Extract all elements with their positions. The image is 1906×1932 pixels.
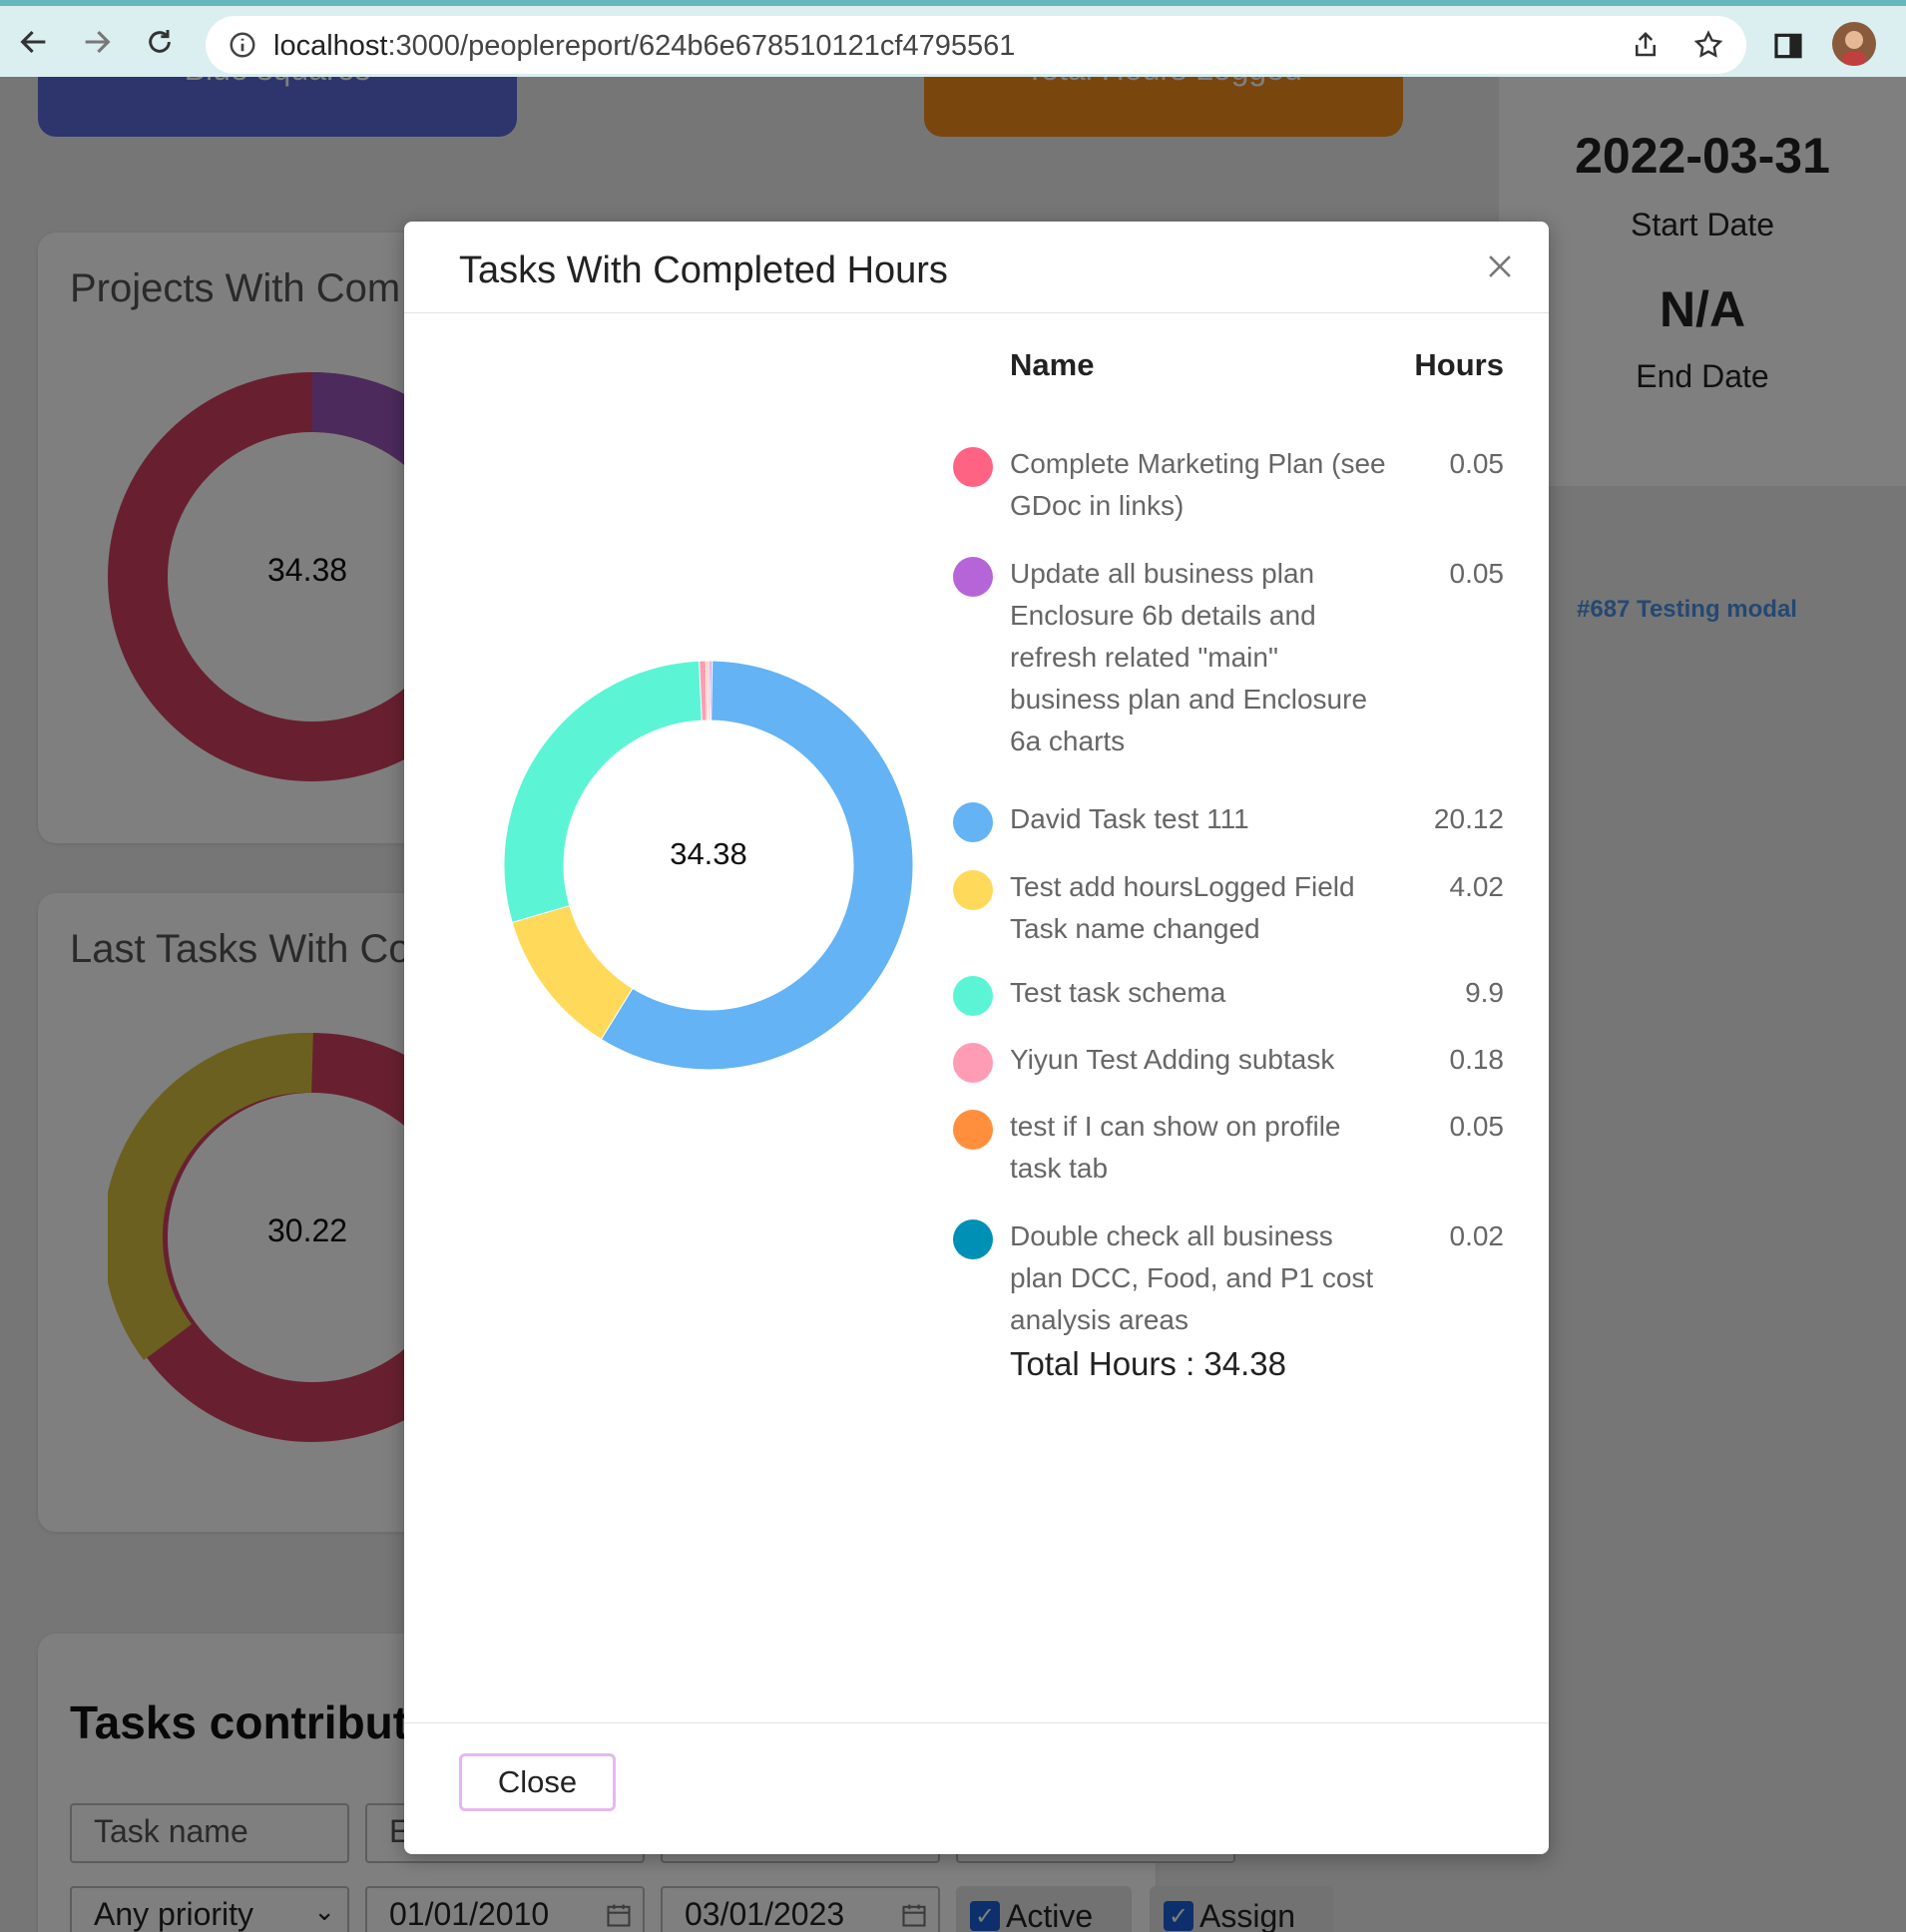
close-icon[interactable] [1483, 249, 1517, 283]
donut-slice-2[interactable] [600, 661, 913, 1070]
legend-task-hours: 0.05 [1449, 558, 1505, 589]
modal-header: Tasks With Completed Hours [404, 222, 1549, 313]
url-text: localhost:3000/peoplereport/624b6e678510… [273, 30, 1015, 63]
profile-avatar[interactable] [1832, 22, 1876, 66]
browser-toolbar: localhost:3000/peoplereport/624b6e678510… [0, 0, 1906, 77]
legend-color-dot [953, 976, 993, 1016]
address-bar[interactable]: localhost:3000/peoplereport/624b6e678510… [206, 16, 1746, 74]
legend-name-header: Name [1010, 347, 1095, 382]
reload-icon[interactable] [140, 22, 180, 62]
legend-task-name: Test task schema [1010, 977, 1226, 1008]
legend-color-dot [953, 1219, 993, 1259]
legend-color-dot [953, 870, 993, 910]
legend-color-dot [953, 447, 993, 487]
legend-task-hours: 9.9 [1465, 977, 1504, 1008]
legend-hours-header: Hours [1414, 347, 1504, 382]
donut-slice-4[interactable] [504, 661, 703, 923]
legend-task-name: David Task test 111 [1010, 803, 1249, 834]
url-host: localhost [273, 30, 388, 62]
site-info-icon[interactable] [228, 30, 257, 65]
close-button[interactable]: Close [459, 1753, 616, 1811]
legend-color-dot [953, 557, 993, 597]
modal-title: Tasks With Completed Hours [459, 249, 948, 291]
legend-task-name: test if I can show on profile task tab [1010, 1111, 1341, 1184]
legend-task-hours: 0.18 [1449, 1044, 1505, 1075]
tasks-hours-modal: Tasks With Completed Hours 34.38 Name Ho… [404, 222, 1549, 1854]
legend-task-hours: 4.02 [1449, 871, 1505, 902]
legend-color-dot [953, 802, 993, 842]
legend-task-name: Test add hoursLogged Field Task name cha… [1010, 871, 1355, 944]
legend-color-dot [953, 1043, 993, 1083]
back-arrow-icon[interactable] [14, 22, 54, 62]
legend-task-hours: 0.02 [1449, 1220, 1505, 1251]
share-icon[interactable] [1631, 29, 1661, 66]
legend-task-hours: 0.05 [1449, 448, 1505, 479]
legend-task-hours: 0.05 [1449, 1111, 1505, 1142]
legend-task-name: Yiyun Test Adding subtask [1010, 1044, 1335, 1075]
donut-center-label: 34.38 [670, 836, 747, 871]
legend-task-name: Complete Marketing Plan (see GDoc in lin… [1010, 448, 1386, 521]
legend-task-hours: 20.12 [1433, 803, 1504, 834]
url-path: :3000/peoplereport/624b6e678510121cf4795… [387, 30, 1016, 62]
forward-arrow-icon[interactable] [77, 22, 117, 62]
bookmark-star-icon[interactable] [1692, 29, 1724, 66]
legend-task-name: Double check all business plan DCC, Food… [1010, 1220, 1374, 1335]
donut-slice-7[interactable] [707, 661, 710, 722]
side-panel-icon[interactable] [1772, 30, 1804, 67]
legend-task-name: Update all business plan Enclosure 6b de… [1010, 558, 1368, 756]
total-hours: Total Hours : 34.38 [1010, 1345, 1286, 1382]
legend-color-dot [953, 1110, 993, 1150]
modal-footer: Close [404, 1722, 1549, 1854]
tasks-hours-donut-chart [504, 661, 913, 1070]
